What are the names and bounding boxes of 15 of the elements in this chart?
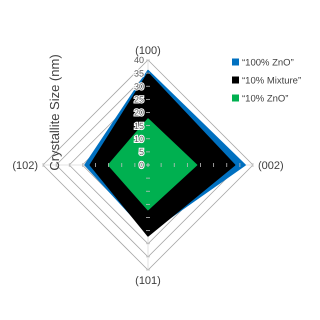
- legend-label: “10% Mixture”: [242, 75, 302, 86]
- y-tick-label: 5: [138, 147, 144, 158]
- legend-label: “10% ZnO”: [242, 93, 288, 104]
- text: Crystallite Size (nm): [46, 54, 62, 171]
- y-tick-label: 40: [134, 55, 144, 66]
- spoke-label: (100): [135, 44, 161, 57]
- y-tick-label: 0: [138, 160, 144, 170]
- spoke-label: (102): [12, 160, 38, 172]
- y-tick-label: 20: [134, 108, 144, 118]
- y-tick-label: 35: [134, 68, 144, 78]
- y-tick-label: 25: [134, 94, 144, 105]
- y-tick-label: 10: [134, 134, 144, 144]
- spoke-label: (002): [258, 160, 284, 172]
- legend-label: “100% ZnO”: [242, 57, 294, 68]
- spoke-label: (101): [135, 274, 161, 287]
